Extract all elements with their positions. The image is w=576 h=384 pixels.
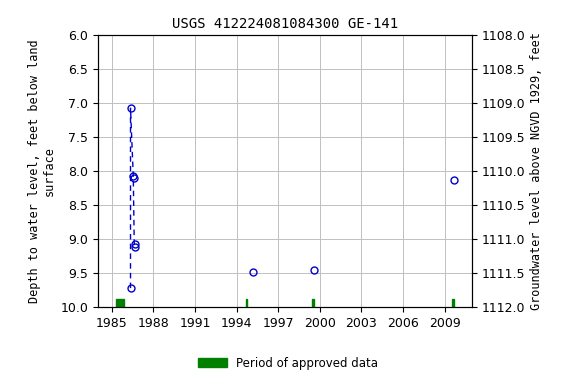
- Legend: Period of approved data: Period of approved data: [193, 352, 383, 374]
- Bar: [245, 299, 248, 307]
- Bar: [452, 299, 454, 307]
- Y-axis label: Depth to water level, feet below land
surface: Depth to water level, feet below land su…: [28, 39, 56, 303]
- Bar: [312, 299, 314, 307]
- Bar: [116, 299, 124, 307]
- Y-axis label: Groundwater level above NGVD 1929, feet: Groundwater level above NGVD 1929, feet: [530, 32, 543, 310]
- Title: USGS 412224081084300 GE-141: USGS 412224081084300 GE-141: [172, 17, 398, 31]
